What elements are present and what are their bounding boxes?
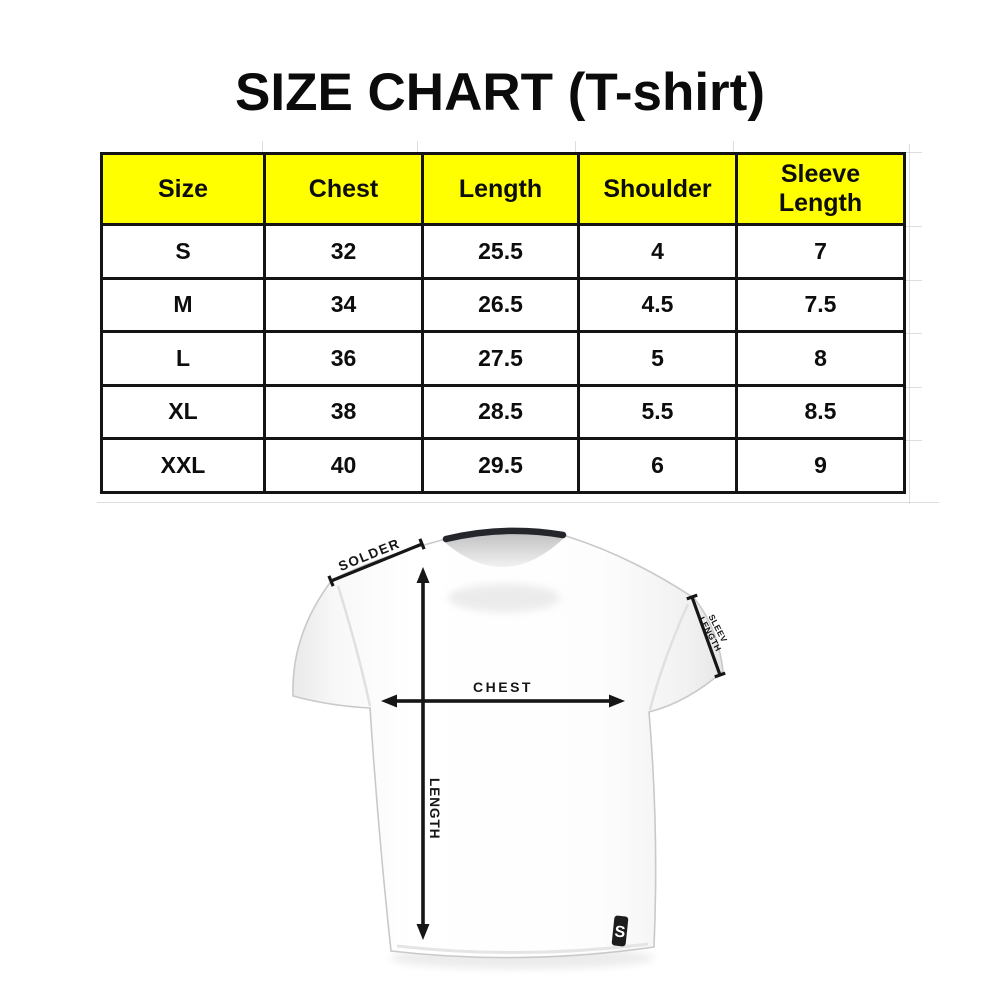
gridline-artifact [575,141,576,152]
cell-size: L [100,330,266,387]
cell-shoulder: 5 [577,330,738,387]
col-header-length: Length [421,152,580,226]
cell-length: 28.5 [421,383,580,440]
cell-sleeve-length: 7 [735,223,906,280]
gridline-artifact [903,152,922,153]
cell-shoulder: 4 [577,223,738,280]
cell-length: 27.5 [421,330,580,387]
cell-chest: 36 [263,330,424,387]
gridline-artifact [262,141,263,152]
shoulder-dim-line [327,538,426,587]
length-label: LENGTH [427,778,442,840]
table-row: M 34 26.5 4.5 7.5 [100,276,906,333]
col-header-sleeve-length: Sleeve Length [735,152,906,226]
cell-shoulder: 4.5 [577,276,738,333]
gridline-artifact [97,502,939,503]
gridline-artifact [903,387,922,388]
cell-shoulder: 6 [577,437,738,494]
cell-sleeve-length: 8.5 [735,383,906,440]
length-arrow [416,567,430,940]
page-title: SIZE CHART (T-shirt) [235,63,765,122]
col-header-size: Size [100,152,266,226]
table-row: S 32 25.5 4 7 [100,223,906,280]
cell-sleeve-length: 7.5 [735,276,906,333]
col-header-chest: Chest [263,152,424,226]
chest-shading [448,584,560,612]
cell-chest: 32 [263,223,424,280]
gridline-artifact [417,141,418,152]
cell-size: S [100,223,266,280]
logo-tag: S [611,915,629,947]
cell-sleeve-length: 9 [735,437,906,494]
gridline-artifact [733,141,734,152]
gridline-artifact [909,144,910,504]
cell-length: 26.5 [421,276,580,333]
right-sleeve-seam [648,603,690,711]
size-table: Size Chest Length Shoulder Sleeve Length… [100,152,906,494]
col-header-shoulder: Shoulder [577,152,738,226]
cell-chest: 38 [263,383,424,440]
hem-line [396,942,649,955]
logo-letter: S [614,923,627,941]
chest-label: CHEST [473,679,533,695]
cell-chest: 34 [263,276,424,333]
chest-arrow [381,694,625,708]
cell-size: M [100,276,266,333]
cell-shoulder: 5.5 [577,383,738,440]
left-sleeve-seam [336,585,372,707]
gridline-artifact [903,280,922,281]
sleeve-dim-line [686,593,726,679]
cell-sleeve-length: 8 [735,330,906,387]
gridline-artifact [903,440,922,441]
cell-chest: 40 [263,437,424,494]
cell-size: XL [100,383,266,440]
table-row: XL 38 28.5 5.5 8.5 [100,383,906,440]
cell-length: 29.5 [421,437,580,494]
table-row: XXL 40 29.5 6 9 [100,437,906,494]
collar-band [442,527,567,543]
gridline-artifact [903,333,922,334]
cell-length: 25.5 [421,223,580,280]
gridline-artifact [903,226,922,227]
tshirt-measurement-diagram: S LENGTH CHEST SOLDER [292,527,730,969]
cell-size: XXL [100,437,266,494]
table-row: L 36 27.5 5 8 [100,330,906,387]
table-header-row: Size Chest Length Shoulder Sleeve Length [100,152,906,226]
neck-opening [442,530,566,568]
